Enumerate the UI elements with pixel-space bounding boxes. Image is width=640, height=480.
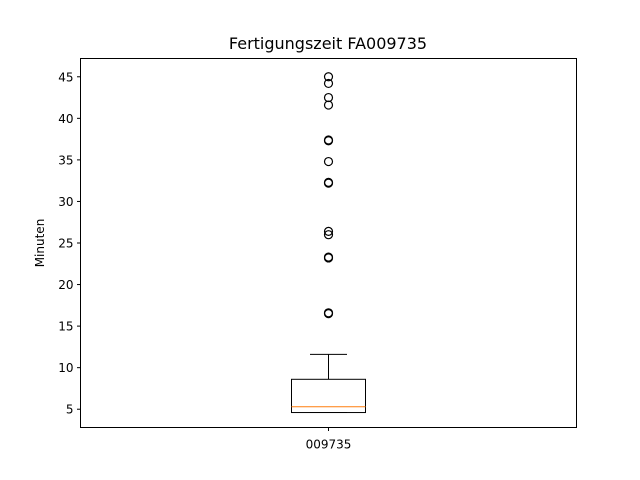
- outlier-point: [323, 156, 334, 167]
- y-tick-label: 40: [58, 112, 73, 126]
- y-tick-label: 35: [58, 153, 73, 167]
- y-tick-label: 30: [58, 195, 73, 209]
- plot-frame: [80, 58, 577, 428]
- y-tick-label: 10: [58, 361, 73, 375]
- outlier-point: [323, 177, 334, 187]
- outlier-point: [323, 135, 334, 145]
- outlier-point: [323, 230, 334, 240]
- y-tick-label: 25: [58, 237, 73, 251]
- outlier-point: [323, 72, 334, 82]
- iqr-box: [291, 378, 366, 414]
- outlier-point: [323, 308, 334, 318]
- y-tick-label: 45: [58, 70, 73, 84]
- y-tick-label: 5: [66, 403, 74, 417]
- outlier-point: [323, 226, 334, 236]
- chart-title: Fertigungszeit FA009735: [229, 34, 427, 53]
- y-tick-label: 20: [58, 278, 73, 292]
- outlier-point: [323, 100, 334, 110]
- y-axis-label: Minuten: [33, 219, 47, 268]
- y-tick-label: 15: [58, 320, 73, 334]
- outlier-point: [323, 78, 334, 89]
- x-tick-label: 009735: [306, 438, 352, 452]
- outlier-point: [323, 92, 334, 103]
- outlier-point: [323, 252, 334, 262]
